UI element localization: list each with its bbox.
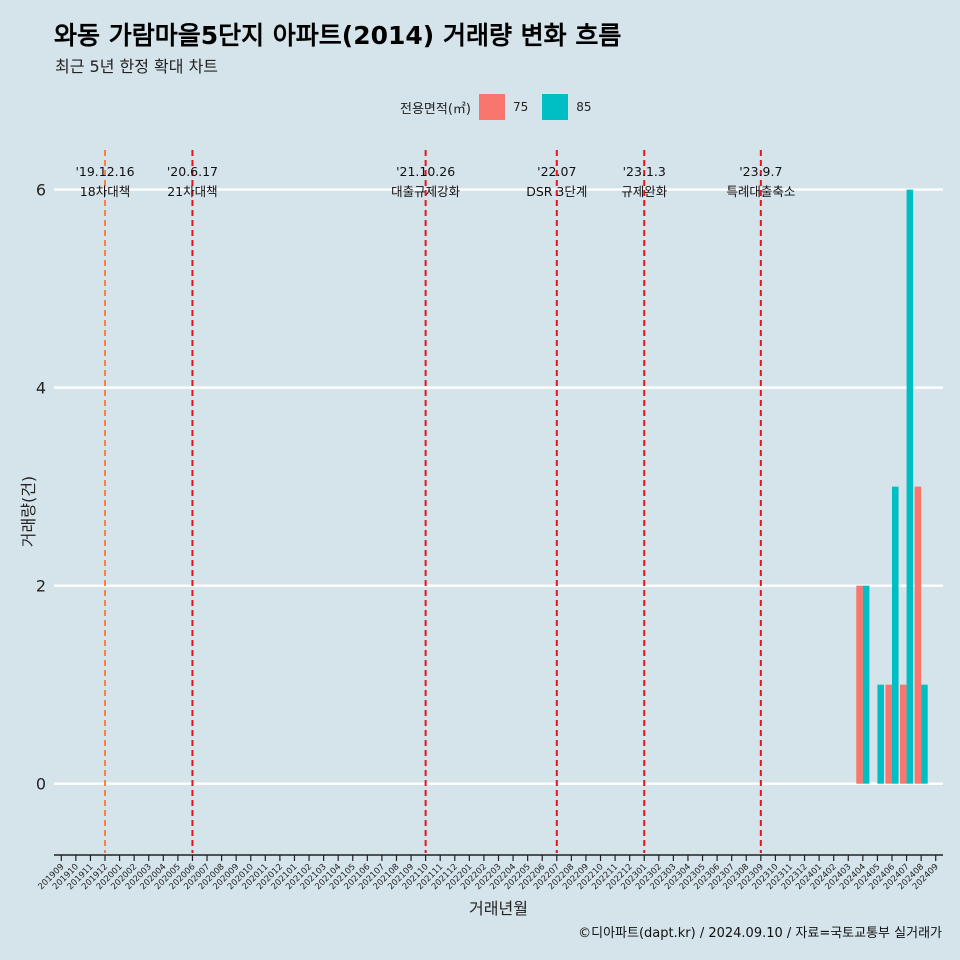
legend-label-75: 75 — [512, 100, 529, 114]
legend-title: 전용면적(㎡) — [400, 101, 471, 117]
y-tick-label-6: 6 — [36, 181, 46, 200]
event-date-4: '23.1.3 — [623, 164, 666, 179]
event-label-3: DSR 3단계 — [526, 184, 587, 199]
legend-swatch-75 — [478, 94, 505, 120]
event-date-2: '21.10.26 — [396, 164, 455, 179]
y-axis-title: 거래량(건) — [19, 476, 38, 547]
bar-85-202407 — [906, 189, 914, 784]
event-date-1: '20.6.17 — [167, 164, 218, 179]
legend-label-85: 85 — [576, 100, 592, 114]
y-tick-label-0: 0 — [36, 775, 46, 794]
event-label-0: 18차대책 — [80, 184, 130, 199]
bar-85-202404 — [862, 585, 870, 784]
event-label-1: 21차대책 — [167, 184, 217, 199]
bar-75-202408 — [914, 486, 922, 784]
bar-75-202407 — [900, 684, 907, 784]
bar-85-202405 — [877, 684, 884, 784]
source-caption: ©디아파트(dapt.kr) / 2024.09.10 / 자료=국토교통부 실… — [578, 926, 942, 941]
y-tick-label-2: 2 — [36, 577, 46, 596]
event-label-5: 특례대출축소 — [726, 184, 795, 199]
legend: 전용면적(㎡) 75 85 — [400, 94, 598, 120]
event-label-4: 규제완화 — [621, 184, 668, 199]
event-date-0: '19.12.16 — [75, 164, 134, 179]
event-date-3: '22.07 — [537, 164, 576, 179]
bar-85-202408 — [921, 684, 928, 784]
legend-swatch-85 — [542, 94, 569, 120]
chart-title: 와동 가람마을5단지 아파트(2014) 거래량 변화 흐름 — [54, 21, 622, 50]
bar-75-202406 — [885, 684, 892, 784]
bar-75-202404 — [856, 585, 863, 784]
event-label-2: 대출규제강화 — [391, 184, 461, 199]
chart-subtitle: 최근 5년 한정 확대 차트 — [55, 57, 219, 76]
x-axis-title: 거래년월 — [469, 899, 528, 918]
bar-85-202406 — [891, 486, 899, 784]
y-tick-label-4: 4 — [36, 379, 46, 398]
event-date-5: '23.9.7 — [739, 164, 782, 179]
